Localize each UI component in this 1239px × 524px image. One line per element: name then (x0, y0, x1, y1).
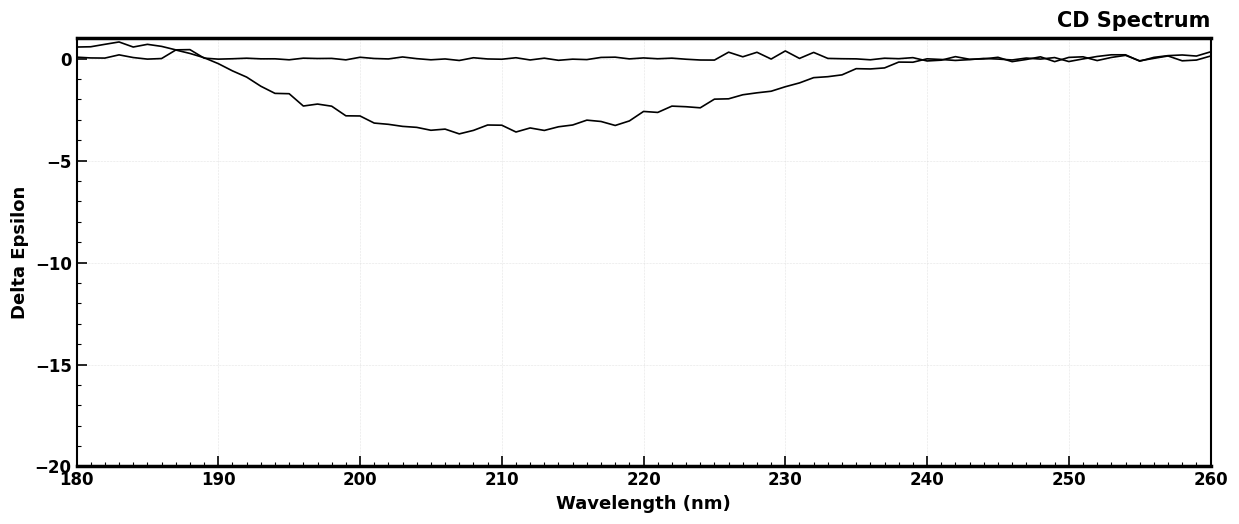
X-axis label: Wavelength (nm): Wavelength (nm) (556, 495, 731, 513)
Y-axis label: Delta Epsilon: Delta Epsilon (11, 185, 28, 319)
Text: CD Spectrum: CD Spectrum (1057, 11, 1211, 31)
